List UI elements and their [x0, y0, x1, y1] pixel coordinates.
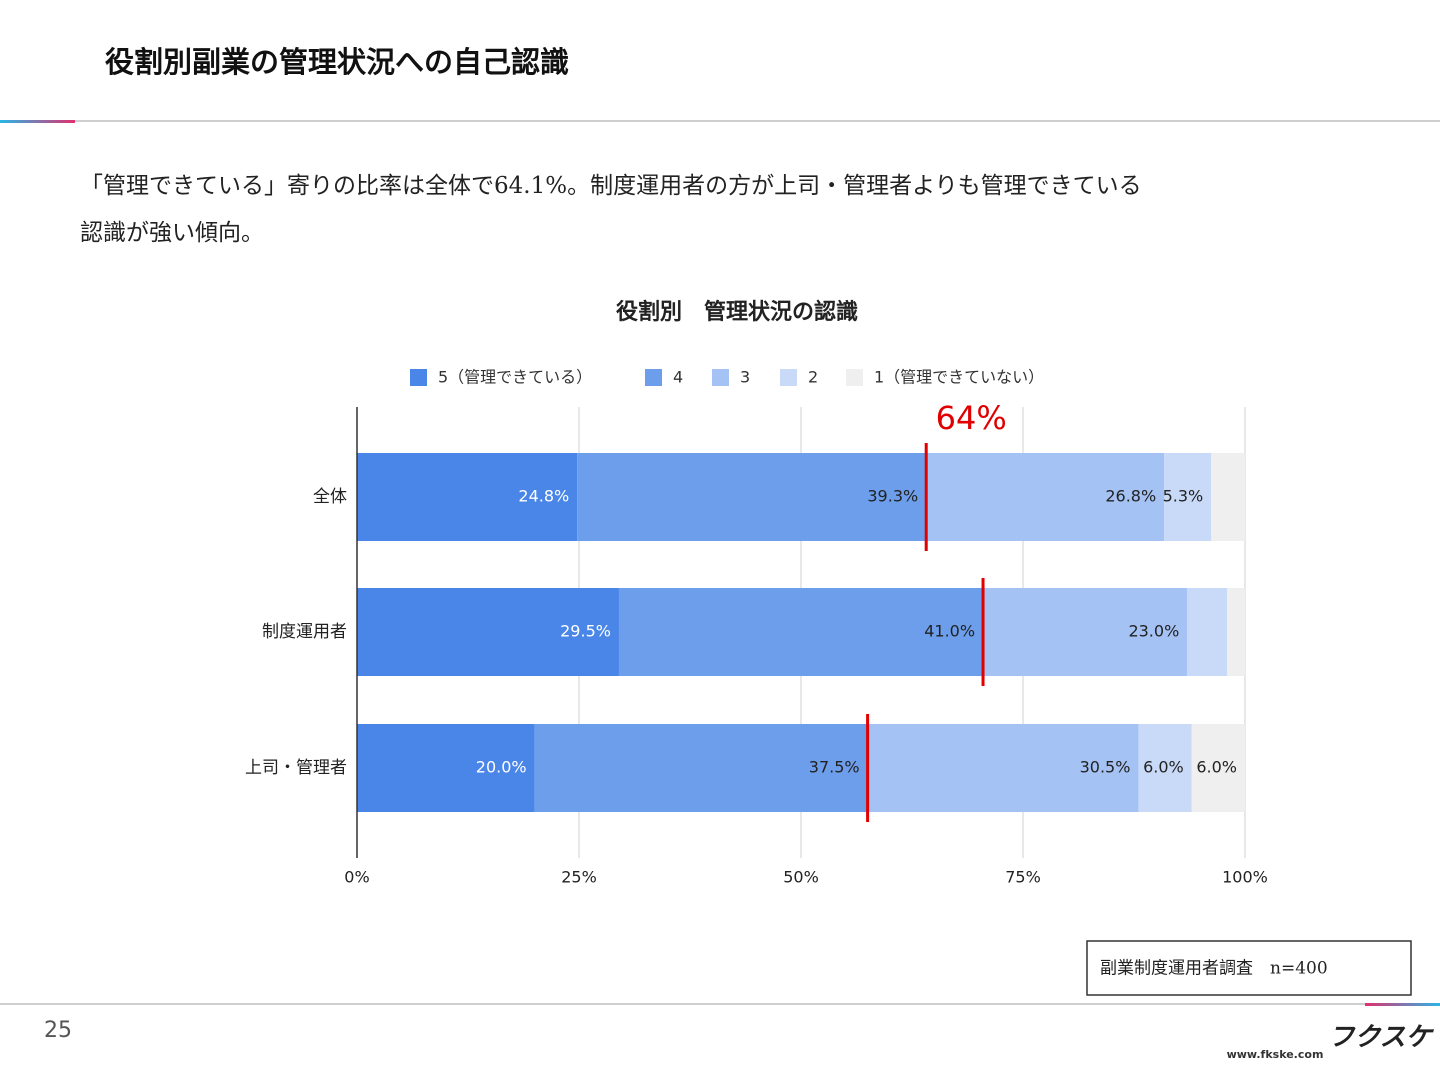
- x-tick-label: 75%: [1005, 868, 1041, 887]
- bar-segment: [1227, 588, 1245, 676]
- data-label: 41.0%: [924, 622, 975, 641]
- data-label: 6.0%: [1196, 758, 1237, 777]
- legend-swatch: [846, 369, 863, 386]
- legend-label: 5（管理できている）: [438, 368, 592, 387]
- chart: 0% 25% 50% 75% 100% 5（管理できている） 4 3 2 1（管理できていない） 全…: [245, 368, 1268, 887]
- body-text: 認識が強い傾向。: [80, 220, 264, 246]
- data-label: 5.3%: [1163, 487, 1204, 506]
- legend-swatch: [410, 369, 427, 386]
- header-rule: [0, 120, 1440, 122]
- page-number: 25: [44, 1018, 72, 1043]
- bar-segment: [1187, 588, 1228, 676]
- legend-label: 2: [808, 368, 818, 387]
- legend-label: 1（管理できていない）: [874, 368, 1044, 387]
- data-label: 30.5%: [1080, 758, 1131, 777]
- source-box: [1086, 940, 1412, 996]
- data-label: 24.8%: [518, 487, 569, 506]
- logo-url: www.fkske.com: [1227, 1048, 1324, 1061]
- bar-segment: [534, 724, 868, 812]
- data-label: 26.8%: [1105, 487, 1156, 506]
- body-text: 「管理できている」寄りの比率は全体で64.1%。制度運用者の方が上司・管理者より…: [80, 173, 1142, 199]
- annotation: 64%: [936, 399, 1007, 437]
- legend-swatch: [712, 369, 729, 386]
- y-tick-label: 上司・管理者: [245, 758, 347, 778]
- data-label: 6.0%: [1143, 758, 1184, 777]
- bar-segment: [577, 453, 927, 541]
- bar-segment: [1138, 724, 1192, 812]
- bar-segment: [357, 724, 535, 812]
- bar-segment: [357, 588, 619, 676]
- data-label: 23.0%: [1128, 622, 1179, 641]
- bar-segment: [867, 724, 1139, 812]
- bar-segment: [1211, 453, 1245, 541]
- x-tick-label: 25%: [561, 868, 597, 887]
- bar-segment: [1191, 724, 1245, 812]
- source: 副業制度運用者調査 n=400: [1100, 959, 1328, 979]
- data-label: 29.5%: [560, 622, 611, 641]
- bar-segment: [357, 453, 578, 541]
- chart-title: 役割別 管理状況の認識: [616, 299, 858, 325]
- legend-label: 3: [740, 368, 750, 387]
- data-label: 37.5%: [809, 758, 860, 777]
- legend-swatch: [780, 369, 797, 386]
- footer-rule: [0, 1003, 1440, 1005]
- legend-label: 4: [673, 368, 683, 387]
- y-tick-label: 全体: [313, 487, 347, 507]
- bar-segment: [983, 588, 1188, 676]
- bar-segment: [1164, 453, 1212, 541]
- data-label: 39.3%: [867, 487, 918, 506]
- page-title: 役割別副業の管理状況への自己認識: [105, 45, 569, 79]
- x-tick-label: 100%: [1222, 868, 1268, 887]
- y-tick-label: 制度運用者: [262, 622, 347, 642]
- legend-swatch: [645, 369, 662, 386]
- bar-segment: [618, 588, 984, 676]
- footer-accent: [1365, 1003, 1440, 1006]
- bar-segment: [926, 453, 1165, 541]
- header-accent: [0, 120, 75, 123]
- data-label: 20.0%: [476, 758, 527, 777]
- x-tick-label: 0%: [344, 868, 369, 887]
- logo: フクスケ: [1328, 1023, 1434, 1053]
- x-tick-label: 50%: [783, 868, 819, 887]
